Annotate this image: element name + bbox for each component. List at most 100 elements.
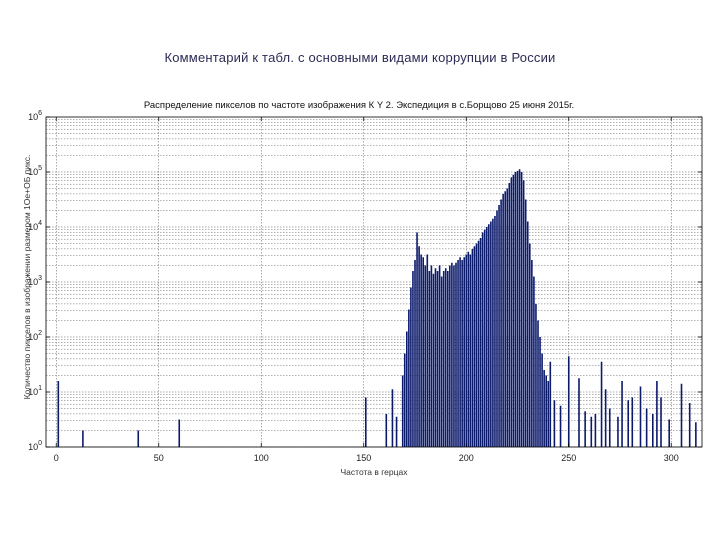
histogram-bar bbox=[498, 205, 500, 447]
histogram-bar bbox=[459, 257, 461, 447]
bar-series bbox=[57, 169, 697, 447]
histogram-bar bbox=[695, 422, 697, 447]
histogram-bar bbox=[436, 271, 439, 447]
histogram-bar bbox=[408, 309, 410, 447]
histogram-bar bbox=[412, 271, 414, 447]
histogram-bar bbox=[424, 265, 427, 447]
histogram-bar bbox=[549, 361, 552, 447]
chart-title: Распределение пикселов по частоте изобра… bbox=[144, 100, 574, 111]
histogram-bar bbox=[559, 405, 562, 447]
histogram-bar bbox=[471, 249, 474, 447]
histogram-bar bbox=[406, 331, 408, 447]
histogram-bar bbox=[467, 251, 470, 447]
histogram-bar bbox=[543, 370, 545, 447]
histogram-bar bbox=[490, 221, 492, 447]
histogram-bar bbox=[481, 232, 484, 447]
histogram-bar bbox=[401, 375, 404, 447]
histogram-bar bbox=[494, 216, 496, 447]
histogram-bar bbox=[451, 262, 453, 447]
histogram-bar bbox=[627, 400, 629, 447]
histogram-bar bbox=[414, 260, 416, 447]
histogram-bar bbox=[522, 180, 525, 447]
y-tick-label: 100 bbox=[28, 440, 42, 452]
histogram-bar bbox=[584, 411, 586, 447]
histogram-bar bbox=[438, 265, 441, 447]
histogram-bar bbox=[508, 183, 511, 447]
histogram-bar bbox=[631, 397, 634, 447]
histogram-bar bbox=[688, 403, 691, 447]
x-tick-label: 250 bbox=[561, 453, 576, 463]
histogram-bar bbox=[594, 414, 597, 447]
y-axis-label: Количество пикселов в изображении размер… bbox=[22, 155, 32, 400]
histogram-bar bbox=[567, 356, 570, 447]
histogram-bar bbox=[545, 375, 547, 447]
histogram-bar bbox=[500, 199, 502, 447]
histogram-bar bbox=[578, 378, 580, 447]
histogram-bar bbox=[442, 271, 445, 447]
x-tick-label: 200 bbox=[459, 453, 474, 463]
y-tick-label: 104 bbox=[28, 220, 42, 232]
histogram-bar bbox=[57, 381, 60, 447]
histogram-bar bbox=[469, 254, 472, 447]
histogram-bar bbox=[537, 320, 539, 447]
histogram-bar bbox=[680, 383, 683, 447]
x-axis-label: Частота в герцах bbox=[341, 467, 409, 477]
histogram-bar bbox=[475, 243, 478, 447]
x-tick-label: 300 bbox=[664, 453, 679, 463]
histogram-bar bbox=[455, 262, 457, 447]
histogram-bar bbox=[660, 397, 662, 447]
histogram-bar bbox=[477, 240, 480, 447]
histogram-bar bbox=[137, 430, 140, 447]
histogram-bar bbox=[428, 271, 431, 447]
histogram-bar bbox=[639, 386, 642, 447]
histogram-bar bbox=[506, 188, 509, 447]
x-tick-label: 100 bbox=[254, 453, 269, 463]
histogram-bar bbox=[535, 304, 537, 447]
histogram-bar bbox=[440, 276, 443, 447]
histogram-bar bbox=[516, 170, 519, 447]
y-tick-label: 106 bbox=[28, 110, 42, 122]
histogram-bar bbox=[541, 353, 543, 447]
histogram-bar bbox=[479, 238, 482, 447]
histogram-bar bbox=[526, 221, 529, 447]
histogram-bar bbox=[529, 243, 531, 447]
y-tick-label: 101 bbox=[28, 385, 42, 397]
x-tick-label: 150 bbox=[356, 453, 371, 463]
histogram-bar bbox=[504, 191, 506, 447]
x-tick-label: 50 bbox=[154, 453, 164, 463]
histogram-bar bbox=[420, 254, 422, 447]
x-tick-label: 0 bbox=[54, 453, 59, 463]
histogram-bar bbox=[652, 414, 654, 447]
histogram-bar bbox=[518, 169, 521, 447]
histogram-bar bbox=[82, 430, 84, 447]
histogram-bar bbox=[365, 397, 367, 447]
histogram-bar bbox=[520, 172, 523, 447]
histogram-bar bbox=[553, 400, 556, 447]
histogram-bar bbox=[449, 265, 451, 447]
histogram-bar bbox=[473, 246, 476, 447]
histogram-bar bbox=[645, 408, 648, 447]
histogram-bar bbox=[617, 416, 619, 447]
histogram-bar bbox=[178, 419, 181, 447]
histogram-bar bbox=[600, 361, 603, 447]
histogram-bar bbox=[447, 271, 449, 447]
histogram-bar bbox=[524, 199, 527, 447]
histogram-bar bbox=[444, 268, 447, 447]
histogram-bar bbox=[502, 194, 504, 447]
histogram-bar bbox=[531, 260, 533, 447]
y-tick-label: 103 bbox=[28, 275, 42, 287]
histogram-bar bbox=[457, 260, 459, 447]
histogram-bar bbox=[391, 389, 394, 447]
histogram-bar bbox=[410, 287, 412, 447]
histogram-bar bbox=[539, 337, 541, 447]
histogram-bar bbox=[510, 177, 513, 447]
histogram-bar bbox=[485, 227, 488, 447]
histogram-bar bbox=[656, 381, 658, 447]
histogram-bar bbox=[512, 174, 515, 447]
histogram-bar bbox=[430, 265, 433, 447]
histogram-bar bbox=[621, 381, 623, 447]
axis-ticks: 0 50 100 150 200 250 300 100 101 102 103 104 105 106 bbox=[28, 110, 702, 463]
slide-title: Комментарий к табл. с основными видами к… bbox=[164, 50, 556, 65]
y-tick-label: 105 bbox=[28, 165, 42, 177]
histogram-bar bbox=[533, 276, 535, 447]
